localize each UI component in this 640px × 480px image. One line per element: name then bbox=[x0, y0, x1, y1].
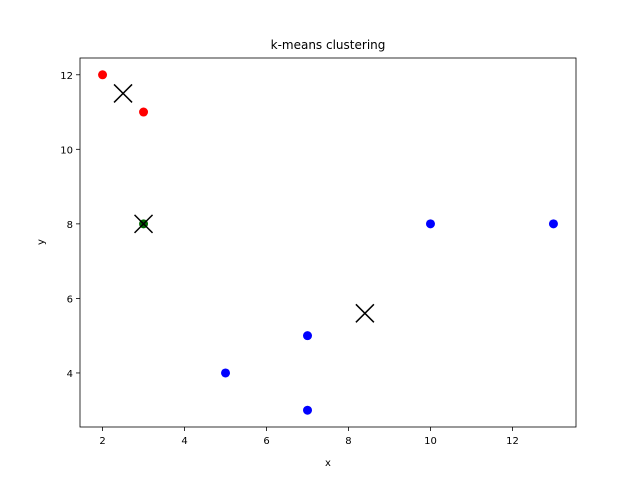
y-tick-label-4: 12 bbox=[60, 71, 73, 82]
x-axis-label: x bbox=[325, 458, 331, 469]
data-point-4 bbox=[303, 331, 313, 341]
plot-area: 2 4 6 8 10 12 4 6 8 10 12 bbox=[60, 57, 577, 447]
centroid-marker-2 bbox=[355, 303, 375, 323]
x-tick-label-5: 12 bbox=[506, 436, 519, 447]
x-tick-label-2: 6 bbox=[263, 436, 269, 447]
x-tick-label-0: 2 bbox=[99, 436, 105, 447]
y-tick-label-0: 4 bbox=[67, 369, 73, 380]
data-point-7 bbox=[548, 219, 558, 229]
centroid-marker-1 bbox=[134, 214, 154, 234]
centroid-marker-0 bbox=[113, 83, 133, 103]
y-tick-label-2: 8 bbox=[67, 220, 73, 231]
y-axis-label: y bbox=[36, 239, 47, 245]
data-point-0 bbox=[98, 70, 108, 80]
plot-frame bbox=[79, 57, 577, 428]
data-point-5 bbox=[303, 405, 313, 415]
x-tick-label-4: 10 bbox=[424, 436, 437, 447]
data-point-6 bbox=[425, 219, 435, 229]
y-tick-label-3: 10 bbox=[60, 145, 73, 156]
x-tick-label-3: 8 bbox=[345, 436, 351, 447]
x-tick-label-1: 4 bbox=[181, 436, 187, 447]
data-point-3 bbox=[221, 368, 231, 378]
y-tick-label-1: 6 bbox=[67, 294, 73, 305]
data-point-1 bbox=[139, 107, 149, 117]
chart-title: k-means clustering bbox=[271, 38, 386, 52]
